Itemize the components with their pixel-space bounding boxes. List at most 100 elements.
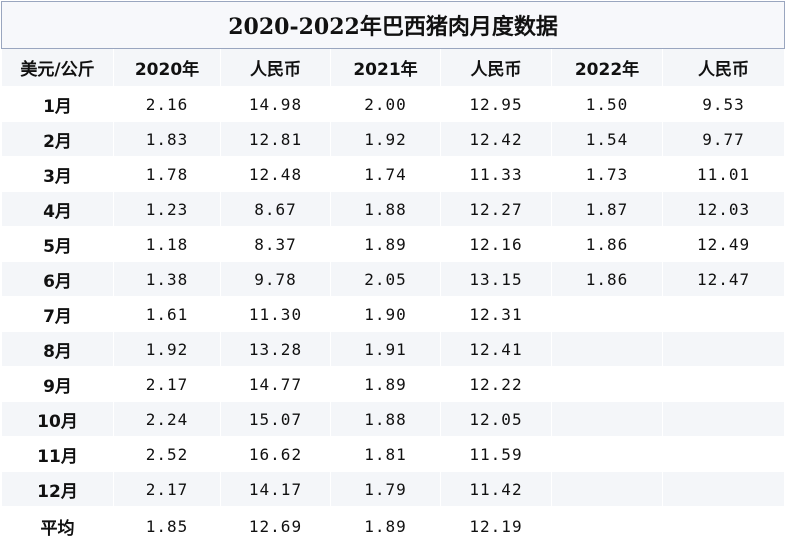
table-row: 2月 1.83 12.81 1.92 12.42 1.54 9.77 [1,121,785,157]
table-row: 3月 1.78 12.48 1.74 11.33 1.73 11.01 [1,156,785,192]
rmb-2022-cell [661,331,785,367]
month-cell: 9月 [1,366,114,402]
rmb-2020-cell: 14.17 [220,471,331,507]
usd-2020-cell: 1.23 [113,191,221,227]
rmb-2022-cell [661,366,785,402]
header-row: 美元/公斤 2020年 人民币 2021年 人民币 2022年 人民币 [1,48,785,87]
rmb-2021-cell: 12.19 [440,506,552,546]
usd-2021-cell: 1.79 [330,471,441,507]
usd-2021-cell: 1.81 [330,436,441,472]
table-row: 10月 2.24 15.07 1.88 12.05 [1,401,785,437]
header-rmb-2020: 人民币 [220,48,331,87]
table-row: 8月 1.92 13.28 1.91 12.41 [1,331,785,367]
usd-2022-cell: 1.86 [551,261,663,297]
rmb-2022-cell [661,506,785,546]
table-title: 2020-2022年巴西猪肉月度数据 [0,1,785,49]
rmb-2020-cell: 11.30 [220,296,331,332]
rmb-2020-cell: 14.98 [220,86,331,122]
table-row: 12月 2.17 14.17 1.79 11.42 [1,471,785,507]
rmb-2021-cell: 12.16 [440,226,552,262]
usd-2020-cell: 1.38 [113,261,221,297]
usd-2020-cell: 2.52 [113,436,221,472]
month-cell: 7月 [1,296,114,332]
rmb-2021-cell: 12.95 [440,86,552,122]
usd-2022-cell [551,471,663,507]
rmb-2021-cell: 12.27 [440,191,552,227]
month-cell: 3月 [1,156,114,192]
usd-2021-cell: 2.00 [330,86,441,122]
rmb-2022-cell [661,436,785,472]
header-rmb-2021: 人民币 [440,48,552,87]
usd-2020-cell: 1.83 [113,121,221,157]
header-unit: 美元/公斤 [1,48,114,87]
usd-2020-cell: 1.85 [113,506,221,546]
rmb-2021-cell: 11.33 [440,156,552,192]
usd-2022-cell: 1.86 [551,226,663,262]
usd-2020-cell: 1.78 [113,156,221,192]
month-cell: 2月 [1,121,114,157]
table-row: 4月 1.23 8.67 1.88 12.27 1.87 12.03 [1,191,785,227]
rmb-2020-cell: 12.69 [220,506,331,546]
rmb-2022-cell [661,471,785,507]
usd-2021-cell: 2.05 [330,261,441,297]
rmb-2022-cell [661,296,785,332]
usd-2020-cell: 2.17 [113,366,221,402]
rmb-2021-cell: 12.42 [440,121,552,157]
usd-2021-cell: 1.89 [330,506,441,546]
month-cell: 4月 [1,191,114,227]
usd-2020-cell: 1.18 [113,226,221,262]
rmb-2020-cell: 12.81 [220,121,331,157]
rmb-2020-cell: 13.28 [220,331,331,367]
rmb-2021-cell: 12.22 [440,366,552,402]
rmb-2021-cell: 11.42 [440,471,552,507]
usd-2022-cell: 1.73 [551,156,663,192]
usd-2021-cell: 1.89 [330,366,441,402]
usd-2021-cell: 1.88 [330,401,441,437]
usd-2020-cell: 1.61 [113,296,221,332]
header-2021: 2021年 [330,48,441,87]
usd-2022-cell: 1.50 [551,86,663,122]
usd-2020-cell: 1.92 [113,331,221,367]
table-row: 7月 1.61 11.30 1.90 12.31 [1,296,785,332]
month-cell: 10月 [1,401,114,437]
table-row: 5月 1.18 8.37 1.89 12.16 1.86 12.49 [1,226,785,262]
rmb-2021-cell: 11.59 [440,436,552,472]
usd-2022-cell [551,331,663,367]
table-row: 平均 1.85 12.69 1.89 12.19 [1,506,785,546]
month-cell: 平均 [1,506,114,546]
usd-2022-cell [551,506,663,546]
rmb-2020-cell: 9.78 [220,261,331,297]
usd-2021-cell: 1.74 [330,156,441,192]
usd-2021-cell: 1.89 [330,226,441,262]
header-2020: 2020年 [113,48,221,87]
rmb-2021-cell: 12.41 [440,331,552,367]
usd-2020-cell: 2.17 [113,471,221,507]
usd-2022-cell: 1.54 [551,121,663,157]
usd-2022-cell [551,436,663,472]
month-cell: 12月 [1,471,114,507]
rmb-2022-cell: 12.47 [661,261,785,297]
rmb-2021-cell: 13.15 [440,261,552,297]
month-cell: 11月 [1,436,114,472]
rmb-2020-cell: 15.07 [220,401,331,437]
usd-2022-cell: 1.87 [551,191,663,227]
rmb-2022-cell [661,401,785,437]
table-row: 9月 2.17 14.77 1.89 12.22 [1,366,785,402]
month-cell: 1月 [1,86,114,122]
rmb-2022-cell: 12.49 [661,226,785,262]
usd-2022-cell [551,401,663,437]
table-row: 1月 2.16 14.98 2.00 12.95 1.50 9.53 [1,86,785,122]
rmb-2022-cell: 9.53 [661,86,785,122]
usd-2021-cell: 1.90 [330,296,441,332]
rmb-2020-cell: 8.67 [220,191,331,227]
usd-2020-cell: 2.24 [113,401,221,437]
month-cell: 6月 [1,261,114,297]
rmb-2022-cell: 11.01 [661,156,785,192]
usd-2021-cell: 1.88 [330,191,441,227]
usd-2021-cell: 1.92 [330,121,441,157]
usd-2021-cell: 1.91 [330,331,441,367]
header-2022: 2022年 [551,48,663,87]
rmb-2020-cell: 8.37 [220,226,331,262]
